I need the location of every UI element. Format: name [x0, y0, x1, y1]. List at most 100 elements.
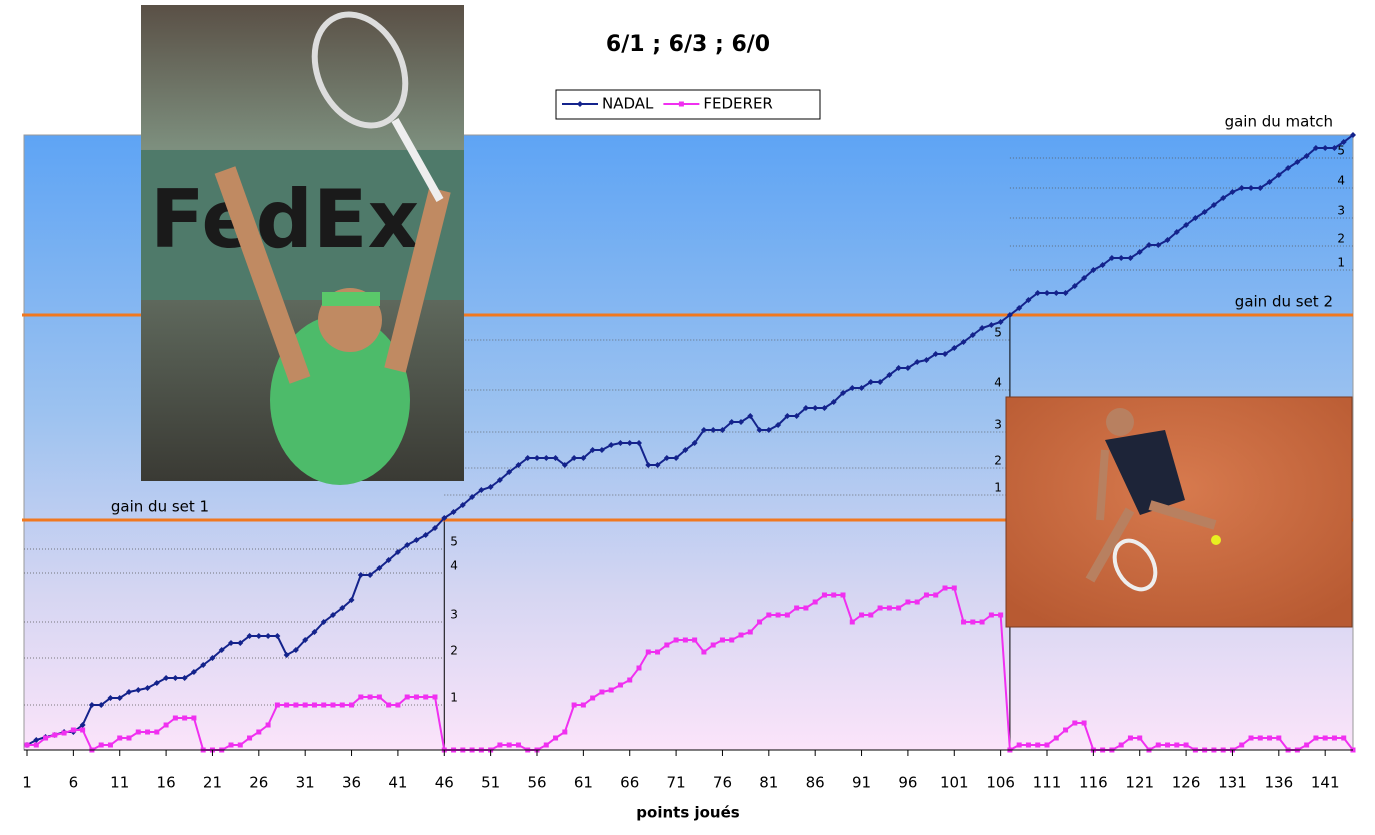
point: [627, 677, 633, 683]
point: [265, 633, 272, 639]
game-label: 4: [1337, 174, 1345, 188]
point: [469, 494, 476, 500]
game-label: 1: [450, 691, 458, 705]
photo-nadal: FedEx: [141, 5, 464, 485]
x-tick-label: 36: [342, 774, 361, 792]
point: [571, 702, 577, 708]
point: [190, 669, 197, 675]
x-tick-label: 111: [1033, 774, 1062, 792]
point: [284, 702, 290, 708]
point: [302, 702, 308, 708]
point: [79, 722, 86, 728]
point: [182, 715, 188, 721]
point: [422, 532, 429, 538]
point: [385, 557, 392, 563]
point: [506, 742, 512, 748]
point: [960, 339, 967, 345]
point: [561, 462, 568, 468]
point: [228, 742, 234, 748]
point: [349, 702, 355, 708]
point: [1025, 742, 1031, 748]
point: [757, 619, 763, 625]
x-tick-label: 101: [940, 774, 969, 792]
point: [43, 735, 49, 741]
point: [580, 455, 587, 461]
point: [1322, 145, 1329, 151]
point: [497, 742, 503, 748]
game-label: 5: [450, 535, 458, 549]
point: [951, 585, 957, 591]
point: [979, 325, 986, 331]
point: [580, 702, 586, 708]
point: [543, 742, 549, 748]
point: [905, 599, 911, 605]
point: [1164, 237, 1171, 243]
point: [1285, 165, 1292, 171]
point: [1257, 185, 1264, 191]
point: [663, 455, 670, 461]
x-tick-label: 86: [806, 774, 825, 792]
point: [877, 379, 884, 385]
point: [52, 732, 58, 738]
game-label: 3: [450, 608, 458, 622]
point: [163, 722, 169, 728]
point: [1016, 742, 1022, 748]
point: [1304, 742, 1310, 748]
point: [255, 633, 262, 639]
point: [320, 619, 327, 625]
point: [135, 729, 141, 735]
x-tick-label: 76: [713, 774, 732, 792]
point: [645, 462, 652, 468]
x-tick-label: 131: [1218, 774, 1247, 792]
point: [1127, 255, 1134, 261]
point: [747, 629, 753, 635]
point: [1248, 185, 1254, 191]
point: [154, 729, 160, 735]
point: [608, 687, 614, 693]
point: [831, 592, 837, 598]
point: [256, 729, 262, 735]
point: [274, 702, 280, 708]
point: [552, 455, 559, 461]
chart-title: 6/1 ; 6/3 ; 6/0: [606, 32, 770, 57]
point: [413, 694, 419, 700]
point: [1137, 735, 1143, 741]
point: [1155, 742, 1161, 748]
point: [126, 735, 132, 741]
point: [321, 702, 327, 708]
point: [840, 390, 846, 396]
point: [386, 702, 392, 708]
point: [24, 742, 30, 748]
point: [1072, 720, 1078, 726]
point: [886, 372, 893, 378]
point: [358, 694, 364, 700]
point: [961, 619, 967, 625]
x-tick-label: 116: [1079, 774, 1108, 792]
point: [1276, 735, 1282, 741]
photo-sign: FedEx: [150, 173, 419, 266]
point: [859, 612, 865, 618]
point: [292, 647, 299, 653]
point: [636, 440, 642, 446]
point: [1275, 172, 1282, 178]
game-label: 3: [1337, 204, 1345, 218]
point: [144, 685, 151, 691]
point: [459, 502, 466, 508]
point: [98, 702, 105, 708]
point: [728, 419, 735, 425]
point: [756, 427, 763, 433]
point: [840, 592, 846, 598]
x-tick-label: 141: [1311, 774, 1340, 792]
point: [116, 695, 123, 701]
point: [376, 565, 383, 571]
point: [496, 477, 503, 483]
point: [577, 101, 583, 107]
point: [1063, 727, 1069, 733]
point: [608, 442, 615, 448]
x-tick-label: 1: [22, 774, 32, 792]
point: [1174, 742, 1180, 748]
x-tick-label: 56: [527, 774, 546, 792]
point: [738, 419, 744, 425]
point: [1165, 742, 1171, 748]
